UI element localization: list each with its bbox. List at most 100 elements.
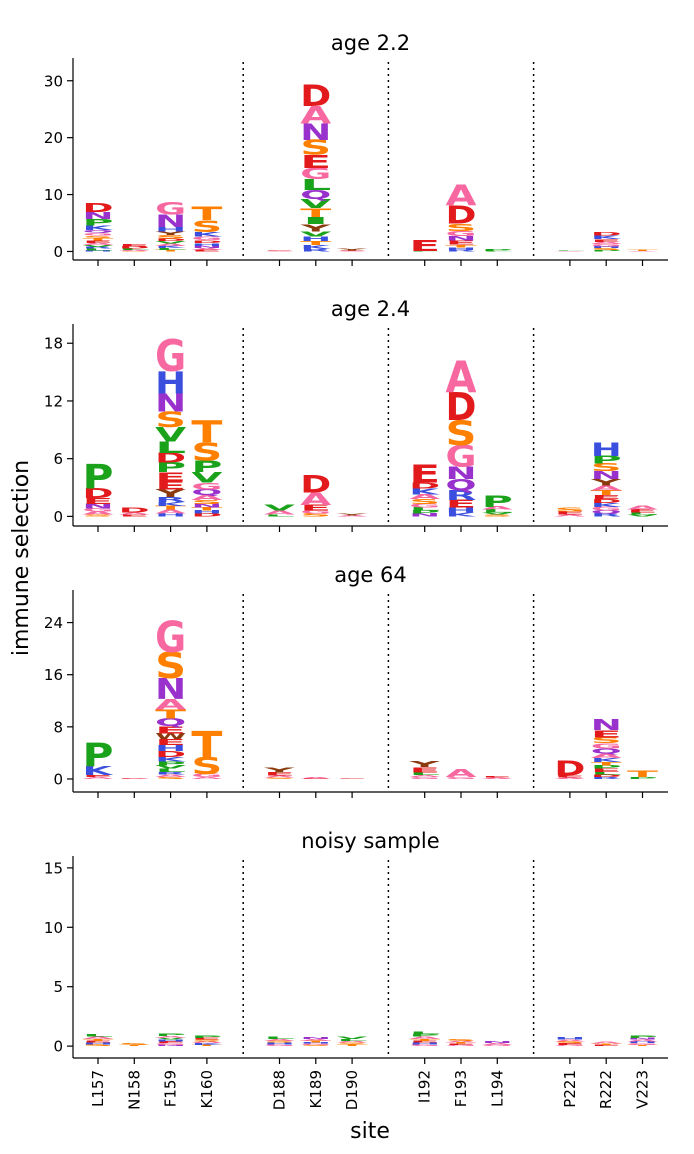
logo-letter: V xyxy=(337,1036,368,1040)
logo-letter: A xyxy=(83,1036,114,1040)
logo-letter: A xyxy=(191,777,222,780)
logo-letter: Y xyxy=(154,231,186,236)
logo-letter: E xyxy=(409,1040,440,1043)
logo-letter: G xyxy=(300,1043,331,1045)
logo-letter: E xyxy=(83,1040,114,1043)
logo-letter: T xyxy=(300,206,332,220)
logo-letter: N xyxy=(627,1037,658,1040)
y-tick-label: 0 xyxy=(53,508,63,526)
logo-letter: N xyxy=(155,211,186,231)
logo-letter: D xyxy=(119,246,150,250)
logo-letter: S xyxy=(264,1040,295,1043)
panel-title: age 2.4 xyxy=(331,297,410,321)
logo-letter: K xyxy=(191,1043,222,1046)
logo-letter: T xyxy=(191,507,222,512)
logo-letter: A xyxy=(300,1039,331,1042)
logo-letter: P xyxy=(83,457,114,497)
logo-letter: Y xyxy=(336,248,368,251)
logo-letter: G xyxy=(591,506,622,512)
logo-letter: S xyxy=(446,222,477,234)
logo-letter: E xyxy=(83,775,114,778)
logo-letter: P xyxy=(83,736,114,774)
logo-letter: T xyxy=(191,415,223,450)
logo-letter: S xyxy=(191,1039,222,1042)
logo-letter: K xyxy=(591,235,622,240)
logo-letter: A xyxy=(155,509,186,515)
logo-letter: S xyxy=(591,248,622,251)
logo-letter: S xyxy=(191,438,222,467)
logo-letter: D xyxy=(591,231,622,236)
logo-letter: P xyxy=(482,249,513,252)
panel-title: age 2.2 xyxy=(331,31,410,55)
logo-letter: N xyxy=(446,235,477,242)
logo-letter: A xyxy=(627,505,658,511)
logo-letter: H xyxy=(446,507,477,515)
logo-letter: G xyxy=(191,236,222,241)
logo-letter: L xyxy=(83,248,114,251)
logo-letter: A xyxy=(191,494,223,502)
logo-letter: P xyxy=(591,765,622,770)
logo-letter: D xyxy=(191,239,222,244)
logo-letter: L xyxy=(264,514,295,517)
logo-letter: N xyxy=(482,1041,513,1044)
logo-letter: A xyxy=(554,1039,585,1042)
logo-letter: G xyxy=(446,440,477,474)
x-tick-label: L194 xyxy=(488,1070,506,1107)
logo-letter: S xyxy=(446,414,477,454)
logo-letter: P xyxy=(191,457,222,476)
logo-letter: E xyxy=(409,237,440,254)
logo-letter: T xyxy=(591,761,622,766)
logo-letter: A xyxy=(591,484,623,492)
logo-letter: T xyxy=(591,489,622,497)
logo-letter: S xyxy=(591,462,622,474)
logo-letter: E xyxy=(409,766,440,774)
logo-letter: G xyxy=(300,510,331,515)
logo-letter: A xyxy=(119,778,150,779)
logo-letter: P xyxy=(155,460,186,475)
logo-letter: S xyxy=(300,136,331,159)
logo-letter: V xyxy=(83,245,114,248)
logo-letter: E xyxy=(337,250,368,251)
logo-letter: E xyxy=(300,778,331,779)
logo-letter: K xyxy=(591,502,622,508)
logo-letter: A xyxy=(446,767,477,779)
logo-letter: E xyxy=(83,497,114,506)
logo-letter: L xyxy=(155,248,186,251)
logo-letter: A xyxy=(83,511,114,516)
logo-letter: L xyxy=(83,1034,114,1038)
x-tick-label: D190 xyxy=(343,1070,361,1110)
logo-letter: S xyxy=(264,777,295,779)
logo-letter: G xyxy=(482,1045,513,1047)
logo-letter: G xyxy=(409,503,440,509)
logo-letter: G xyxy=(446,230,477,238)
logo-letter: T xyxy=(83,1038,114,1041)
logo-letter: A xyxy=(482,1043,513,1046)
logo-letter: T xyxy=(627,249,658,251)
logo-letter: E xyxy=(264,250,295,251)
logo-letter: S xyxy=(446,1039,477,1042)
logo-letter: H xyxy=(446,247,477,251)
logo-letter: Y xyxy=(590,477,622,488)
logo-letter: S xyxy=(83,514,114,517)
y-tick-label: 24 xyxy=(44,614,63,632)
logo-letter: Q xyxy=(155,717,186,729)
y-tick-label: 0 xyxy=(53,243,63,261)
x-tick-label: F159 xyxy=(162,1070,180,1107)
logo-letter: K xyxy=(155,501,186,507)
logo-letter: A xyxy=(191,1041,222,1044)
logo-letter: N xyxy=(155,389,186,418)
logo-letter: N xyxy=(300,1037,331,1040)
logo-letter: H xyxy=(264,1042,295,1045)
logo-letter: H xyxy=(300,236,331,243)
x-tick-label: D188 xyxy=(271,1070,289,1110)
logo-letter: A xyxy=(264,251,295,252)
logo-letter: H xyxy=(83,1042,114,1045)
logo-letter: R xyxy=(300,249,331,253)
logo-letter: K xyxy=(83,224,115,231)
logo-letter: S xyxy=(554,1041,585,1044)
logo-letter: E xyxy=(300,152,331,173)
logo-letter: D xyxy=(300,471,331,498)
logo-letter: A xyxy=(300,101,331,129)
logo-letter: E xyxy=(191,1037,222,1040)
